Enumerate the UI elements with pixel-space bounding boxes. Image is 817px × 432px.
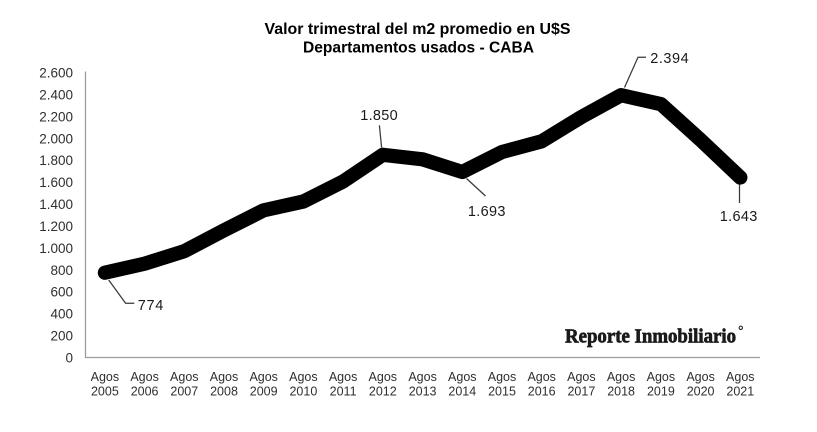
svg-text:2010: 2010: [289, 385, 317, 399]
svg-text:Agos: Agos: [607, 370, 636, 384]
svg-text:0: 0: [65, 351, 73, 366]
svg-text:Agos: Agos: [210, 370, 239, 384]
svg-text:1.693: 1.693: [468, 204, 506, 220]
svg-text:Agos: Agos: [369, 370, 398, 384]
svg-text:2.394: 2.394: [650, 51, 689, 67]
svg-text:2013: 2013: [409, 385, 437, 399]
svg-text:774: 774: [138, 298, 164, 314]
svg-text:Agos: Agos: [647, 370, 676, 384]
svg-text:2007: 2007: [170, 385, 198, 399]
svg-text:Agos: Agos: [488, 370, 517, 384]
svg-text:2011: 2011: [330, 385, 357, 399]
svg-text:2006: 2006: [131, 385, 159, 399]
svg-text:200: 200: [50, 329, 73, 344]
svg-text:2.600: 2.600: [39, 66, 73, 81]
svg-text:2020: 2020: [687, 385, 715, 399]
svg-text:2012: 2012: [369, 385, 397, 399]
svg-text:1.643: 1.643: [720, 209, 758, 225]
svg-text:2016: 2016: [528, 385, 556, 399]
svg-text:Valor trimestral del m2 promed: Valor trimestral del m2 promedio en U$S: [265, 21, 571, 38]
svg-text:Agos: Agos: [130, 370, 159, 384]
svg-text:1.800: 1.800: [39, 153, 73, 168]
svg-text:Agos: Agos: [91, 370, 120, 384]
svg-text:600: 600: [50, 285, 73, 300]
svg-text:Agos: Agos: [289, 370, 318, 384]
svg-text:1.600: 1.600: [39, 175, 73, 190]
svg-text:Agos: Agos: [726, 370, 755, 384]
svg-text:Agos: Agos: [408, 370, 437, 384]
svg-text:Agos: Agos: [329, 370, 358, 384]
svg-text:Agos: Agos: [448, 370, 477, 384]
svg-text:Agos: Agos: [527, 370, 556, 384]
svg-text:2014: 2014: [448, 385, 476, 399]
svg-text:Agos: Agos: [170, 370, 199, 384]
svg-text:2017: 2017: [567, 385, 595, 399]
svg-text:2.400: 2.400: [39, 88, 73, 103]
svg-text:2.200: 2.200: [39, 109, 73, 124]
svg-text:Agos: Agos: [686, 370, 715, 384]
svg-text:2005: 2005: [91, 385, 119, 399]
svg-text:1.000: 1.000: [39, 241, 73, 256]
svg-text:2019: 2019: [647, 385, 675, 399]
svg-text:2015: 2015: [488, 385, 516, 399]
svg-text:800: 800: [50, 263, 73, 278]
svg-text:Agos: Agos: [567, 370, 596, 384]
svg-text:2021: 2021: [726, 385, 754, 399]
svg-text:400: 400: [50, 307, 73, 322]
svg-text:1.200: 1.200: [39, 219, 73, 234]
svg-text:2008: 2008: [210, 385, 238, 399]
svg-text:2.000: 2.000: [39, 131, 73, 146]
svg-text:2009: 2009: [250, 385, 278, 399]
svg-text:Reporte Inmobiliario: Reporte Inmobiliario: [565, 326, 736, 348]
svg-text:Agos: Agos: [249, 370, 278, 384]
svg-text:1.400: 1.400: [39, 197, 73, 212]
svg-text:2018: 2018: [607, 385, 635, 399]
svg-text:Departamentos usados - CABA: Departamentos usados - CABA: [303, 40, 534, 57]
svg-text:1.850: 1.850: [360, 108, 398, 124]
